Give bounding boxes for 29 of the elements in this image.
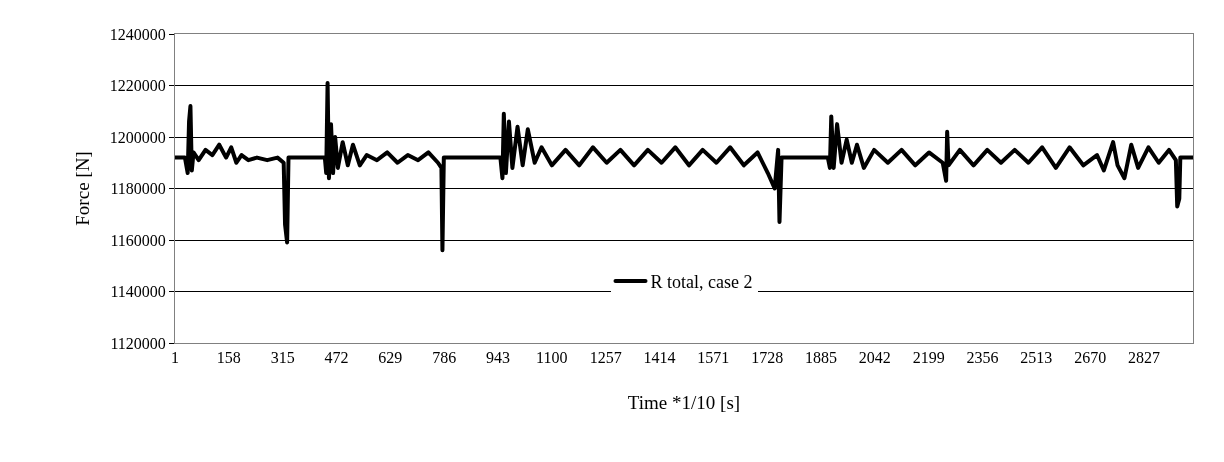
x-tick-label: 1100 bbox=[536, 349, 568, 367]
x-tick-label: 2513 bbox=[1020, 349, 1053, 367]
x-tick-label: 1 bbox=[171, 349, 179, 367]
y-tick-label: 1220000 bbox=[109, 77, 166, 95]
y-tick-label: 1120000 bbox=[110, 334, 166, 352]
x-axis-title: Time *1/10 [s] bbox=[627, 392, 741, 413]
y-tick-label: 1200000 bbox=[109, 128, 166, 146]
x-tick-label: 943 bbox=[485, 349, 510, 367]
x-tick-label: 2827 bbox=[1127, 349, 1160, 367]
y-tick-label: 1240000 bbox=[109, 25, 166, 43]
x-tick-label: 1728 bbox=[751, 349, 784, 367]
x-tick-label: 1885 bbox=[804, 349, 837, 367]
x-tick-label: 2670 bbox=[1074, 349, 1107, 367]
x-tick-label: 472 bbox=[324, 349, 349, 367]
y-tick-label: 1160000 bbox=[110, 231, 166, 249]
y-tick-label: 1140000 bbox=[110, 283, 166, 301]
y-axis-title: Force [N] bbox=[71, 151, 93, 226]
x-tick-label: 786 bbox=[432, 349, 457, 367]
legend-label: R total, case 2 bbox=[650, 271, 753, 292]
x-tick-label: 158 bbox=[216, 349, 241, 367]
x-tick-label: 2199 bbox=[912, 349, 945, 367]
x-tick-label: 2042 bbox=[858, 349, 891, 367]
x-tick-label: 1414 bbox=[643, 349, 676, 367]
y-tick-label: 1180000 bbox=[110, 180, 166, 198]
x-tick-label: 1257 bbox=[589, 349, 622, 367]
x-tick-label: 2356 bbox=[966, 349, 999, 367]
x-tick-label: 315 bbox=[270, 349, 295, 367]
x-tick-label: 1571 bbox=[697, 349, 730, 367]
x-tick-label: 629 bbox=[378, 349, 403, 367]
